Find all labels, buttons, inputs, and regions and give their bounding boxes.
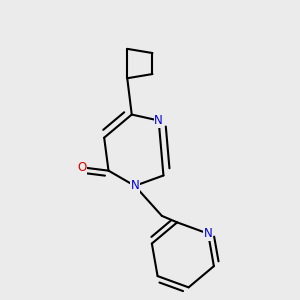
Text: N: N xyxy=(130,179,139,192)
Text: N: N xyxy=(154,114,163,127)
Text: O: O xyxy=(77,161,86,174)
Text: N: N xyxy=(204,227,212,240)
